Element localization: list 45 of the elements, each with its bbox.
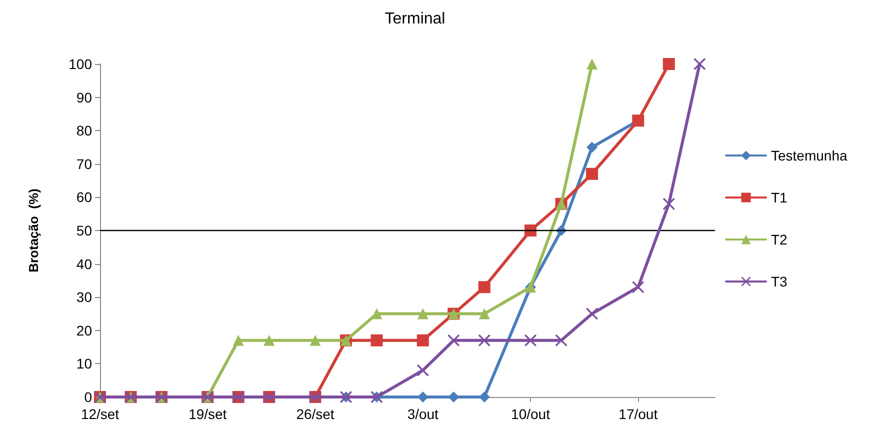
legend-label: Testemunha	[771, 148, 848, 164]
point	[586, 58, 598, 70]
x-tick-label: 3/out	[407, 406, 439, 422]
y-axis-title: Brotação (%)	[26, 188, 41, 272]
point	[416, 364, 429, 376]
point	[264, 334, 275, 346]
y-tick-label: 0	[84, 389, 92, 405]
point	[448, 334, 460, 346]
point	[632, 281, 644, 294]
x-tick-label: 26/set	[296, 406, 334, 422]
legend-label: T3	[771, 274, 788, 290]
point	[694, 58, 706, 70]
x-tick-label: 19/set	[188, 406, 227, 422]
point	[662, 58, 675, 70]
y-tick-label: 100	[68, 56, 92, 72]
y-tick-label: 50	[76, 222, 92, 238]
point	[478, 308, 490, 320]
point	[371, 308, 382, 320]
point	[555, 334, 568, 346]
point	[232, 334, 244, 346]
point	[370, 334, 383, 346]
point	[662, 198, 675, 210]
legend-label: T1	[771, 190, 788, 206]
point	[524, 334, 536, 346]
chart-title: Terminal	[384, 10, 446, 28]
y-tick-label: 70	[76, 156, 92, 172]
y-tick-label: 90	[76, 89, 92, 106]
point	[586, 142, 598, 153]
x-tick-label: 12/set	[80, 406, 120, 422]
x-tick-label: 10/out	[511, 406, 550, 422]
legend-label: T2	[771, 232, 788, 248]
point	[478, 334, 490, 346]
y-tick-label: 60	[76, 189, 92, 206]
y-tick-label: 10	[76, 356, 92, 372]
point	[586, 168, 598, 180]
point	[310, 334, 321, 346]
point	[417, 308, 428, 320]
point	[478, 281, 490, 294]
y-tick-label: 40	[76, 256, 92, 272]
y-tick-label: 30	[76, 289, 92, 306]
point	[416, 334, 429, 346]
y-tick-label: 20	[76, 322, 92, 338]
y-tick-label: 80	[76, 122, 92, 139]
point	[524, 224, 536, 236]
x-tick-label: 17/out	[618, 406, 658, 422]
